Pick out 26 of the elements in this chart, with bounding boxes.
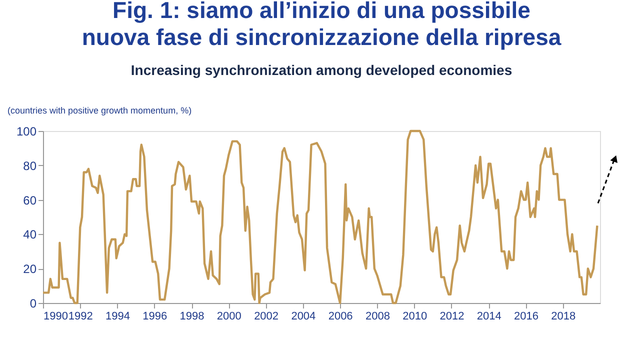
x-tick-label: 2008 (365, 310, 390, 322)
y-tick-label: 100 (16, 124, 37, 138)
line-series (42, 130, 598, 304)
chart-subtitle: Increasing synchronization among developed economies (130, 62, 512, 78)
x-tick-label: 2010 (402, 310, 428, 322)
x-tick-label: 1998 (180, 310, 204, 322)
y-tick-label: 80 (23, 158, 37, 173)
text: Fig. 1: siamo all’inizio di una possibile (112, 0, 530, 23)
y-tick-label: 40 (23, 228, 37, 242)
x-tick-label: 2016 (514, 310, 538, 322)
x-tick-label: 2012 (440, 310, 464, 322)
y-tick-label: 20 (23, 262, 37, 276)
x-tick-label: 2018 (551, 310, 576, 322)
x-tick-label: 2000 (216, 310, 242, 322)
x-tick-label: 1990 (44, 310, 68, 322)
x-tick-label: 2004 (291, 310, 316, 322)
y-tick-label: 0 (30, 296, 37, 310)
x-tick-label: 1994 (106, 310, 130, 322)
x-tick-label: 2002 (254, 310, 279, 322)
y-axis-title: (countries with positive growth momentum, %) (8, 106, 192, 116)
x-tick-label: 2006 (328, 310, 353, 322)
y-tick-label: 60 (23, 193, 37, 208)
x-tick-label: 1996 (142, 310, 168, 322)
x-tick-label: 2014 (476, 310, 502, 322)
text: nuova fase di sincronizzazione della ripresa (82, 24, 562, 50)
x-tick-label: 1992 (68, 310, 93, 322)
